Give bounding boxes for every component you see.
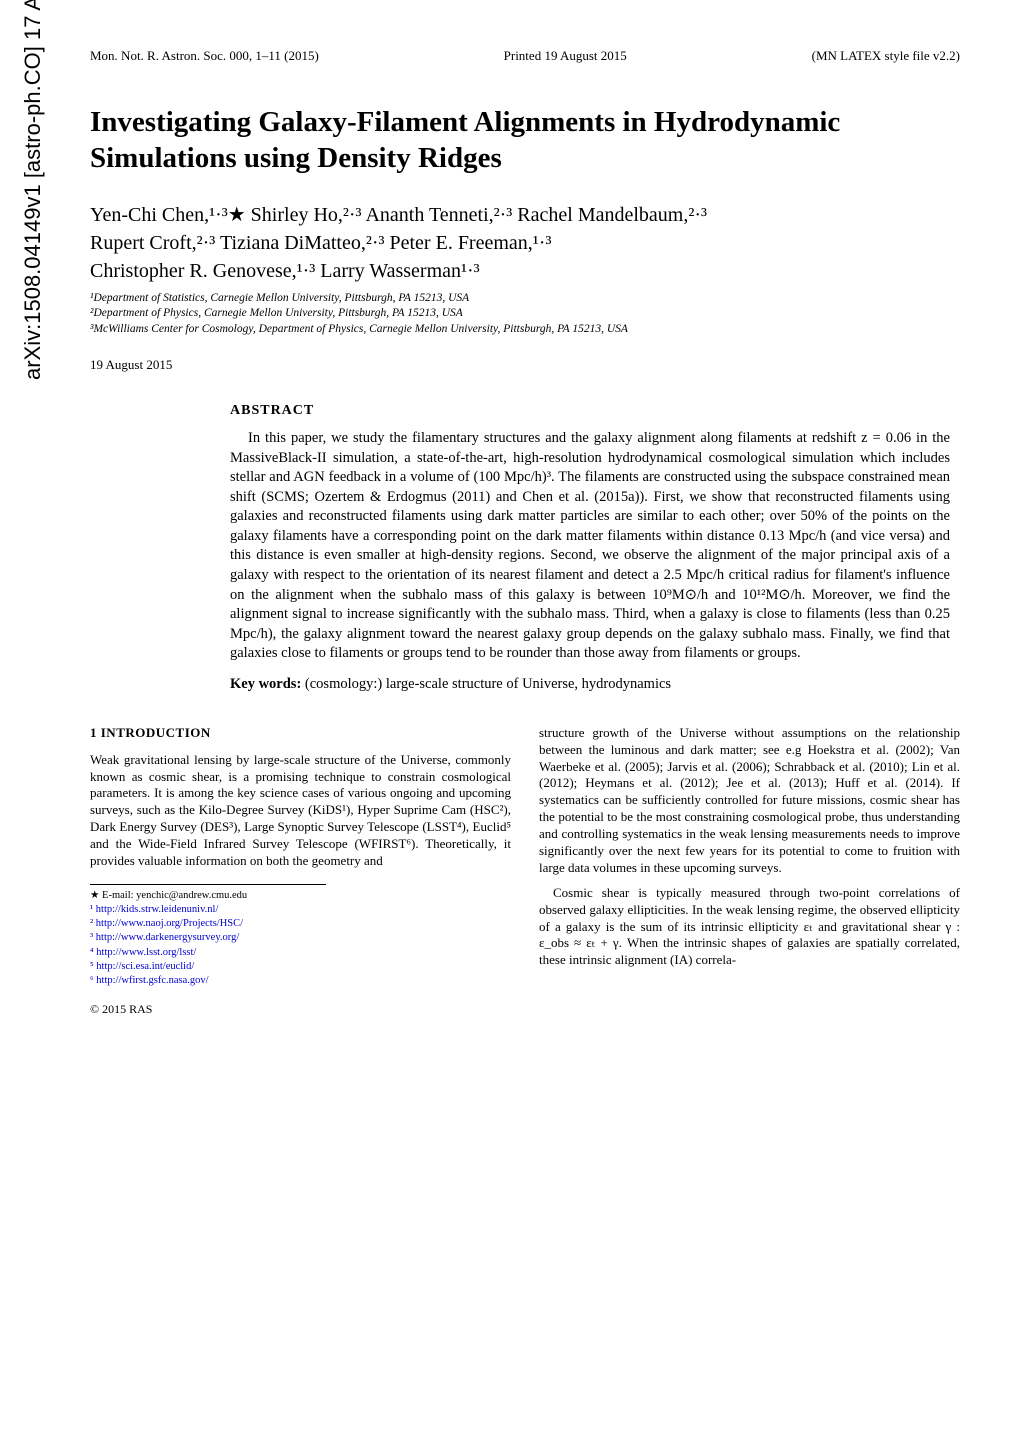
authors-line-3: Christopher R. Genovese,¹·³ Larry Wasser… xyxy=(90,257,960,285)
footnote-2[interactable]: ² http://www.naoj.org/Projects/HSC/ xyxy=(90,917,326,931)
keywords-text: (cosmology:) large-scale structure of Un… xyxy=(305,676,671,692)
arxiv-identifier: arXiv:1508.04149v1 [astro-ph.CO] 17 Aug … xyxy=(20,0,46,380)
affiliations: ¹Department of Statistics, Carnegie Mell… xyxy=(90,291,960,338)
affiliation-3: ³McWilliams Center for Cosmology, Depart… xyxy=(90,322,960,338)
intro-paragraph-1: Weak gravitational lensing by large-scal… xyxy=(90,752,511,870)
header-center: Printed 19 August 2015 xyxy=(504,48,627,64)
author-list: Yen-Chi Chen,¹·³★ Shirley Ho,²·³ Ananth … xyxy=(90,201,960,285)
header-right: (MN LATEX style file v2.2) xyxy=(812,48,960,64)
body-columns: 1 INTRODUCTION Weak gravitational lensin… xyxy=(90,725,960,1018)
right-column: structure growth of the Universe without… xyxy=(539,725,960,1018)
body-paragraph-1: structure growth of the Universe without… xyxy=(539,725,960,877)
abstract-text: In this paper, we study the filamentary … xyxy=(230,429,950,664)
paper-title: Investigating Galaxy-Filament Alignments… xyxy=(90,104,960,177)
footnote-3[interactable]: ³ http://www.darkenergysurvey.org/ xyxy=(90,931,326,945)
keywords-label: Key words: xyxy=(230,676,301,692)
copyright-notice: © 2015 RAS xyxy=(90,1002,511,1018)
affiliation-2: ²Department of Physics, Carnegie Mellon … xyxy=(90,306,960,322)
footnotes: ★ E-mail: yenchic@andrew.cmu.edu ¹ http:… xyxy=(90,884,326,988)
footnote-1[interactable]: ¹ http://kids.strw.leidenuniv.nl/ xyxy=(90,903,326,917)
footnote-5[interactable]: ⁵ http://sci.esa.int/euclid/ xyxy=(90,960,326,974)
page-content: Mon. Not. R. Astron. Soc. 000, 1–11 (201… xyxy=(0,0,1020,1058)
footnote-4[interactable]: ⁴ http://www.lsst.org/lsst/ xyxy=(90,946,326,960)
authors-line-1: Yen-Chi Chen,¹·³★ Shirley Ho,²·³ Ananth … xyxy=(90,201,960,229)
header-left: Mon. Not. R. Astron. Soc. 000, 1–11 (201… xyxy=(90,48,319,64)
body-paragraph-2: Cosmic shear is typically measured throu… xyxy=(539,885,960,969)
abstract-section: ABSTRACT In this paper, we study the fil… xyxy=(230,403,950,693)
section-1-heading: 1 INTRODUCTION xyxy=(90,725,511,742)
running-header: Mon. Not. R. Astron. Soc. 000, 1–11 (201… xyxy=(90,48,960,64)
footnote-star: ★ E-mail: yenchic@andrew.cmu.edu xyxy=(90,889,326,903)
affiliation-1: ¹Department of Statistics, Carnegie Mell… xyxy=(90,291,960,307)
authors-line-2: Rupert Croft,²·³ Tiziana DiMatteo,²·³ Pe… xyxy=(90,229,960,257)
abstract-heading: ABSTRACT xyxy=(230,403,950,419)
left-column: 1 INTRODUCTION Weak gravitational lensin… xyxy=(90,725,511,1018)
keywords: Key words: (cosmology:) large-scale stru… xyxy=(230,676,950,693)
footnote-6[interactable]: ⁶ http://wfirst.gsfc.nasa.gov/ xyxy=(90,974,326,988)
publication-date: 19 August 2015 xyxy=(90,357,960,373)
